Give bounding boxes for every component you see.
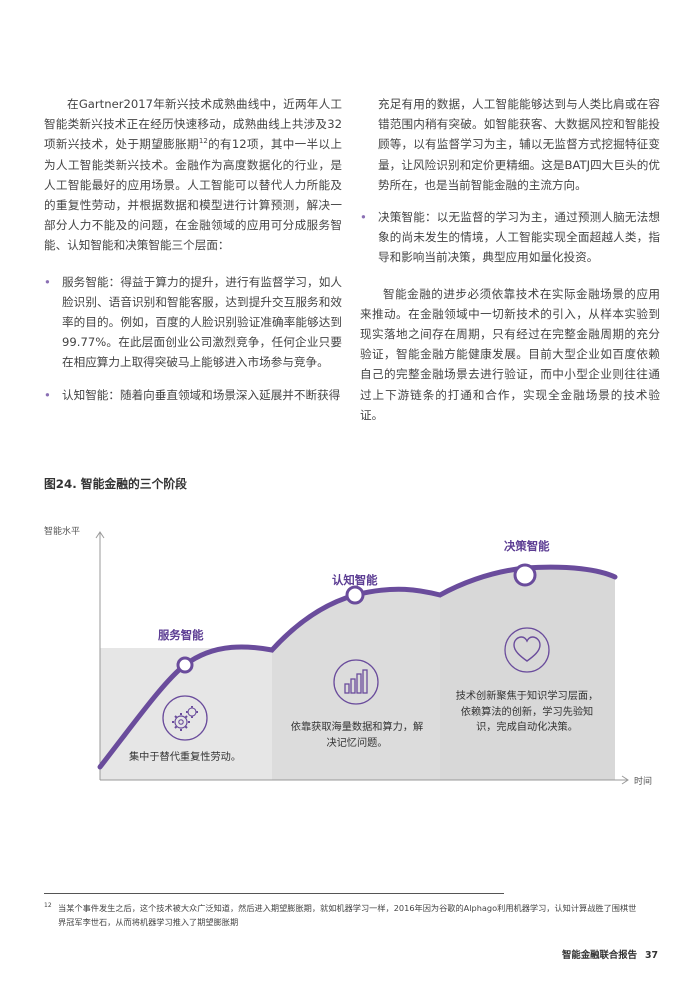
stages-diagram xyxy=(95,531,629,785)
footnote-rule xyxy=(44,893,504,894)
bullet-cognitive: • 认知智能：随着向垂直领域和场景深入延展并不断获得 xyxy=(44,385,342,405)
stage-desc-cognitive: 依靠获取海量数据和算力，解决记忆问题。 xyxy=(290,722,424,749)
stage-desc-decision: 技术创新聚焦于知识学习层面，依赖算法的创新，学习先验知识，完成自动化决策。 xyxy=(455,691,599,733)
footnote-ref[interactable]: 12 xyxy=(198,137,208,146)
closing-paragraph: 智能金融的进步必须依靠技术在实际金融场景的应用来推动。在金融领域中一切新技术的引… xyxy=(360,286,660,422)
bullet-decision: • 决策智能：以无监督的学习为主，通过预测人脑无法想象的尚未发生的情境，人工智能实… xyxy=(360,207,660,268)
x-axis-arrow xyxy=(621,775,629,785)
bullet-dot: • xyxy=(44,274,51,289)
intro-paragraph: 在Gartner2017年新兴技术成熟曲线中，近两年人工智能类新兴技术正在经历快… xyxy=(44,97,342,253)
stage-box-cognitive xyxy=(272,648,440,780)
curve-fill-top xyxy=(272,589,440,650)
report-title: 智能金融联合报告 xyxy=(561,950,637,961)
figure-title: 图24. 智能金融的三个阶段 xyxy=(44,477,187,491)
bullet-cognitive-continued: 充足有用的数据，人工智能能够达到与人类比肩或在容错范围内稍有突破。如智能获客、大… xyxy=(378,97,660,192)
marker-decision xyxy=(513,563,537,587)
bullet-dot: • xyxy=(44,387,51,402)
heart-icon xyxy=(504,627,550,673)
right-column: 充足有用的数据，人工智能能够达到与人类比肩或在容错范围内稍有突破。如智能获客、大… xyxy=(360,94,660,425)
gears-icon xyxy=(162,695,208,741)
page-footer: 智能金融联合报告 37 xyxy=(562,947,658,961)
marker-cognitive xyxy=(345,585,365,605)
stage-label-service: 服务智能 xyxy=(158,628,204,642)
footnote: 12 当某个事件发生之后，这个技术被大众广泛知道，然后进入期望膨胀期，就如机器学… xyxy=(44,901,644,929)
marker-service xyxy=(176,656,194,674)
bullet-dot: • xyxy=(360,210,367,225)
stage-label-cognitive: 认知智能 xyxy=(332,573,378,587)
footnote-text: 当某个事件发生之后，这个技术被大众广泛知道，然后进入期望膨胀期，就如机器学习一样… xyxy=(58,903,637,927)
y-axis-label: 智能水平 xyxy=(44,527,81,537)
y-axis-arrow xyxy=(95,531,105,539)
bar-chart-icon xyxy=(333,659,379,705)
x-axis-label: 时间 xyxy=(634,777,653,787)
stage-label-decision: 决策智能 xyxy=(504,539,550,553)
page-number: 37 xyxy=(644,950,658,961)
left-column: 在Gartner2017年新兴技术成熟曲线中，近两年人工智能类新兴技术正在经历快… xyxy=(44,94,342,405)
footnote-number: 12 xyxy=(44,902,52,909)
bullet-service: • 服务智能：得益于算力的提升，进行有监督学习，如人脸识别、语音识别和智能客服，达… xyxy=(44,272,342,373)
stage-desc-service: 集中于替代重复性劳动。 xyxy=(128,752,242,763)
stage-box-decision xyxy=(440,594,615,780)
